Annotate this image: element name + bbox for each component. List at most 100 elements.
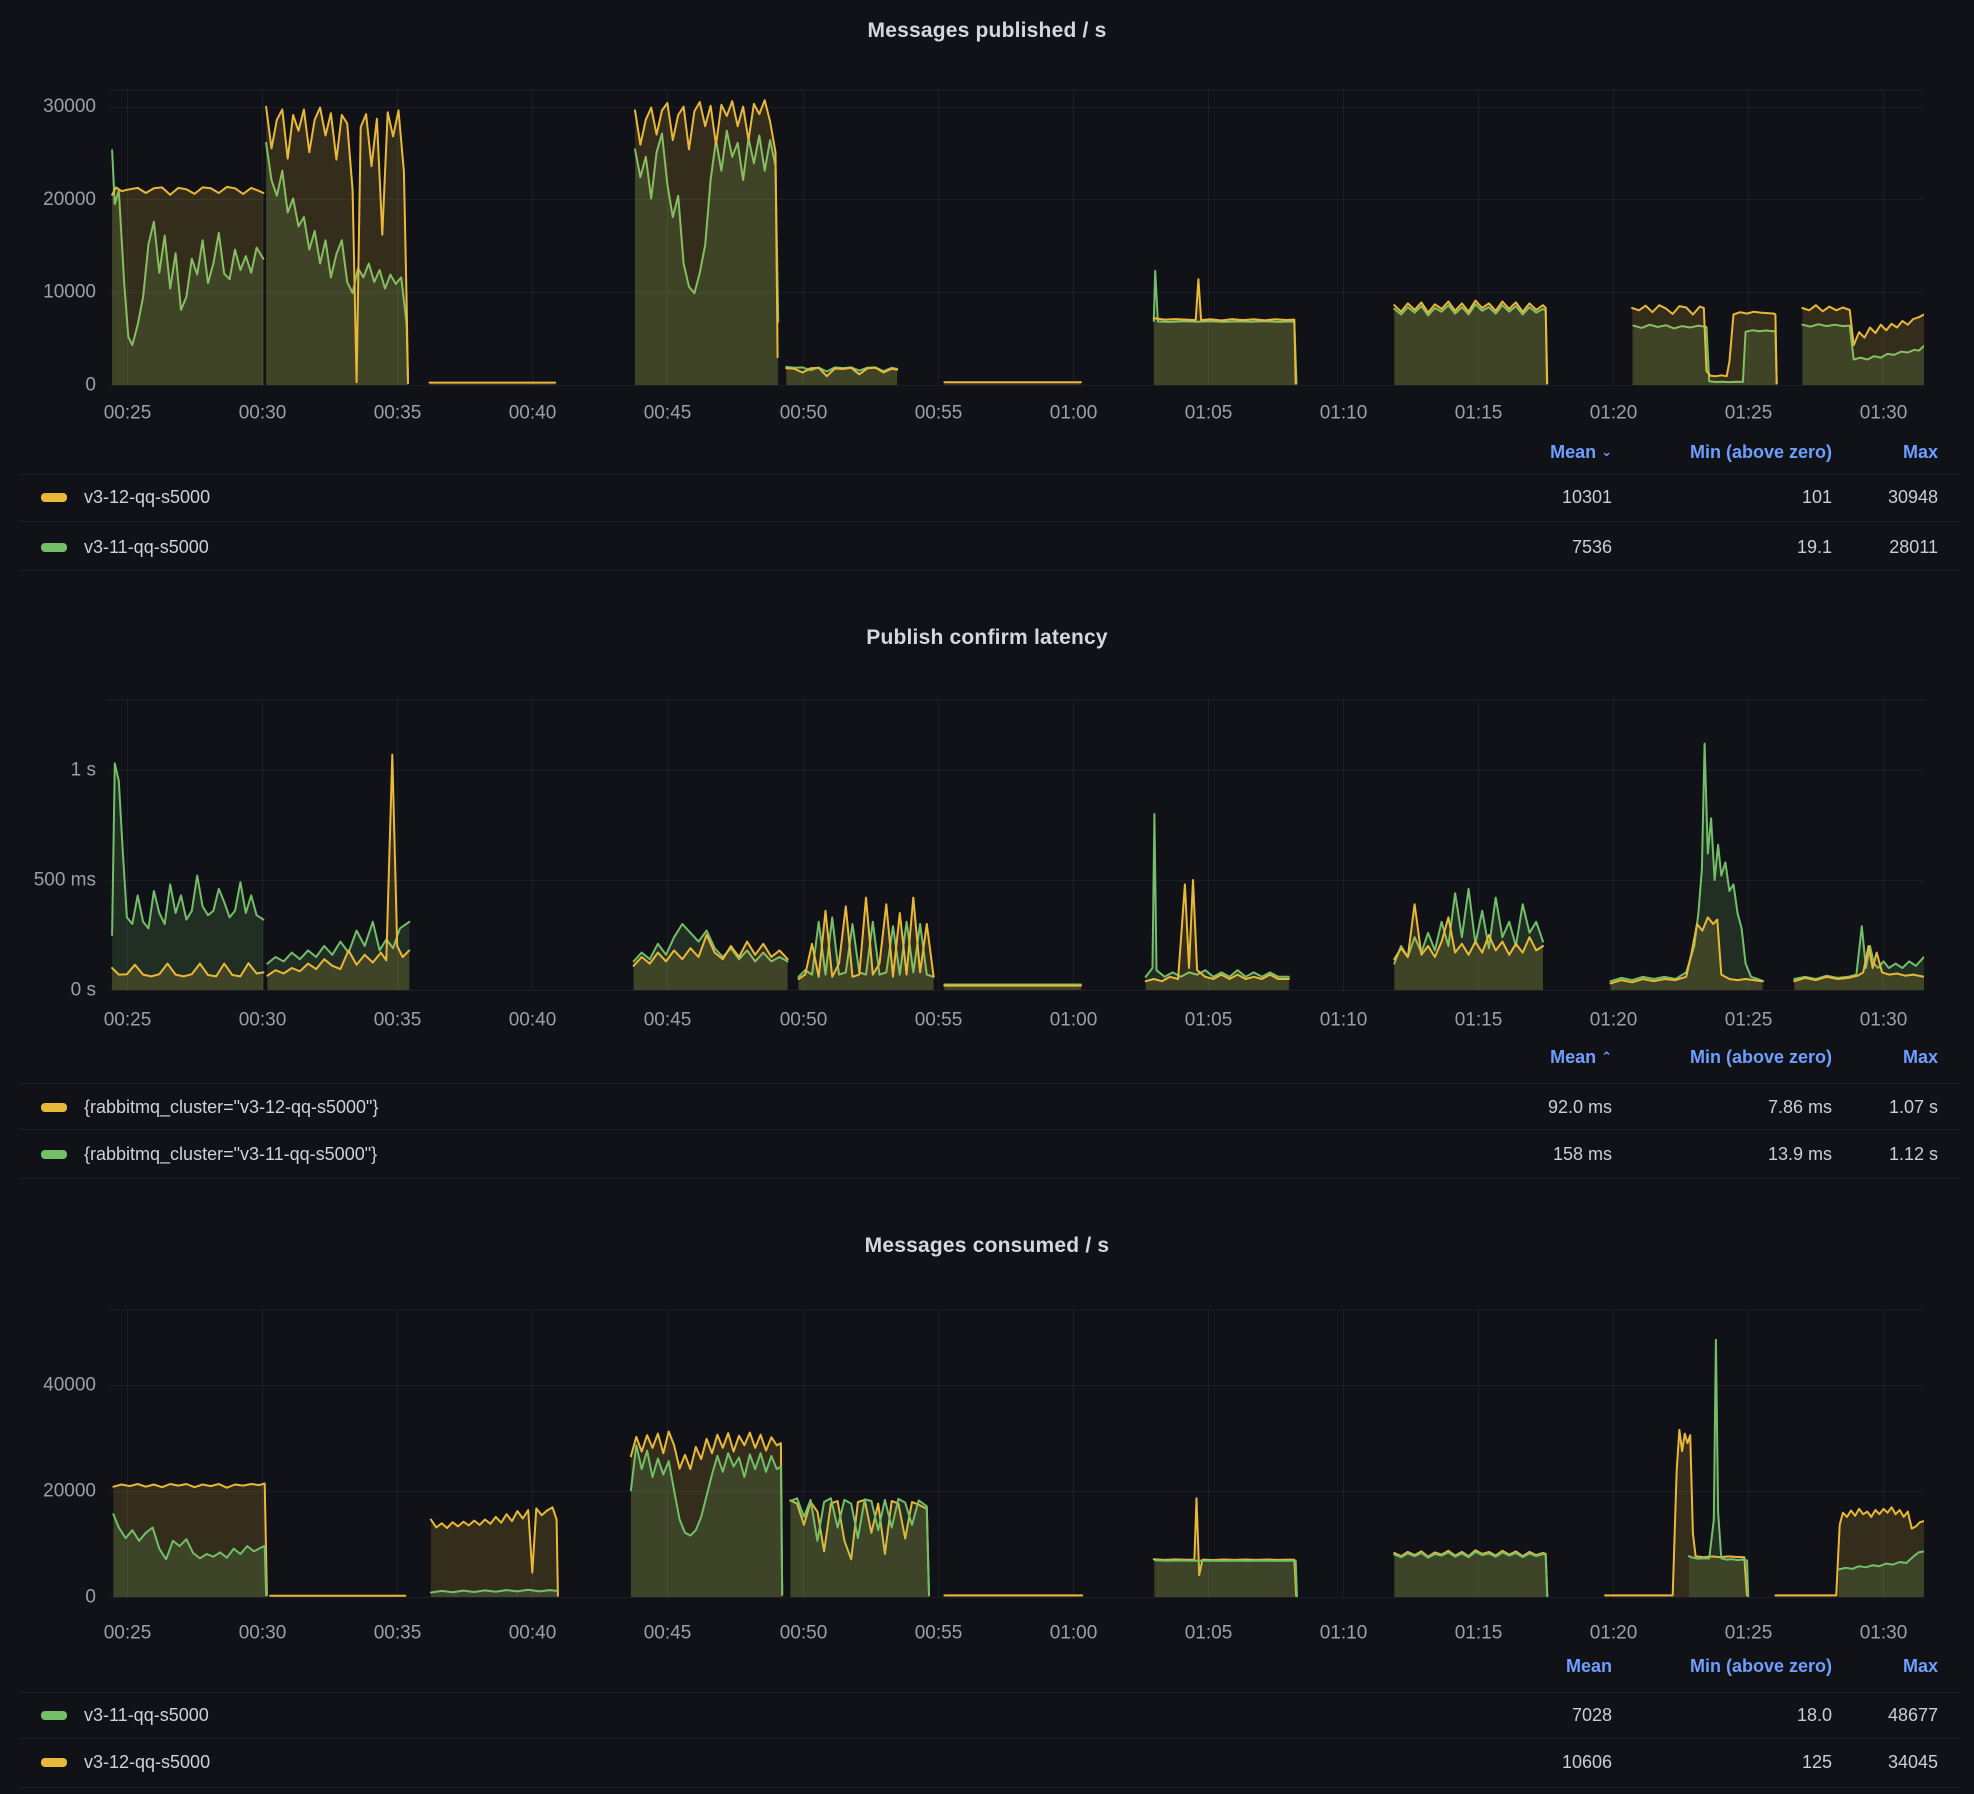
- series-line-v3-11-qq-s5000: [789, 1497, 930, 1596]
- y-tick-label: 0: [85, 1587, 96, 1608]
- panel-messages-consumed: Messages consumed / s 0 20000 40000 00:25 00:…: [0, 1190, 1974, 1794]
- x-tick-label: 01:20: [1590, 1010, 1638, 1031]
- x-tick-label: 01:10: [1320, 1623, 1368, 1644]
- series-fill-v3-12-qq-s5000: [1775, 1507, 1924, 1597]
- series-line-v3-12-qq-s5000: [112, 1482, 268, 1597]
- series-fill-v3-11-qq-s5000: [1394, 304, 1548, 385]
- x-tick-label: 00:35: [374, 1623, 422, 1644]
- legend-col-min-above-zero[interactable]: Min (above zero): [1612, 1656, 1832, 1677]
- legend-row-v3-11-qq-s5000: v3-11-qq-s5000 7028 18.0 48677: [0, 1697, 1974, 1733]
- grid: 0 s 500 ms 1 s 00:25 00:30 00:35 00:40 00:45 00:…: [34, 699, 1924, 1031]
- x-tick-label: 00:35: [374, 1010, 422, 1031]
- series-line-v3-11-qq-s5000: [429, 1588, 558, 1594]
- series-fill-v3-12-qq-s5000: [1394, 300, 1547, 385]
- series-line-v3-11-qq-s5000: [1393, 1550, 1549, 1598]
- x-tick-label: 01:25: [1725, 1010, 1773, 1031]
- chevron-down-icon: ⌄: [1601, 444, 1612, 459]
- series-fill-rabbitmq-cluster-v3-12-qq-s5000: [1610, 917, 1762, 990]
- series-fill-v3-11-qq-s5000: [1155, 1560, 1297, 1597]
- x-tick-label: 01:15: [1455, 1623, 1503, 1644]
- x-tick-label: 01:10: [1320, 403, 1368, 424]
- x-tick-label: 00:50: [780, 1623, 828, 1644]
- y-tick-label: 0: [85, 375, 96, 396]
- legend-series-name[interactable]: {rabbitmq_cluster="v3-11-qq-s5000"}: [84, 1143, 378, 1164]
- series-line-rabbitmq-cluster-v3-11-qq-s5000: [797, 916, 935, 978]
- legend-col-max[interactable]: Max: [1832, 1656, 1938, 1677]
- chart-canvas-messages-consumed[interactable]: 0 20000 40000 00:25 00:30 00:35 00:40 00:45 00:5…: [0, 1190, 1974, 1794]
- legend-series-name[interactable]: {rabbitmq_cluster="v3-12-qq-s5000"}: [84, 1096, 379, 1117]
- series-color-swatch[interactable]: [41, 1149, 67, 1159]
- series-color-swatch[interactable]: [41, 1757, 67, 1767]
- grid: 0 10000 20000 30000 00:25 00:30 00:35 00:40 00:4…: [43, 89, 1924, 424]
- series-line-rabbitmq-cluster-v3-11-qq-s5000: [1393, 887, 1544, 965]
- legend-separator: [20, 521, 1960, 522]
- legend-series-name[interactable]: v3-12-qq-s5000: [84, 1751, 211, 1772]
- legend-col-label: Max: [1902, 441, 1938, 462]
- y-tick-label: 40000: [43, 1374, 96, 1395]
- legend-value-min-above-zero: 101: [1801, 486, 1832, 507]
- x-tick-label: 01:00: [1050, 403, 1098, 424]
- x-tick-label: 01:20: [1590, 403, 1638, 424]
- series-fill-rabbitmq-cluster-v3-11-qq-s5000: [267, 921, 410, 990]
- series-line-v3-11-qq-s5000: [634, 129, 780, 323]
- x-tick-label: 00:30: [239, 1010, 287, 1031]
- series-line-v3-12-qq-s5000: [785, 366, 899, 378]
- series-fill-rabbitmq-cluster-v3-12-qq-s5000: [1794, 946, 1924, 990]
- series-color-swatch[interactable]: [41, 1710, 67, 1720]
- legend-col-label: Max: [1902, 1046, 1938, 1067]
- legend-series-name[interactable]: v3-11-qq-s5000: [84, 536, 209, 557]
- legend-col-mean[interactable]: Mean ⌃: [1462, 1047, 1612, 1068]
- legend-col-mean[interactable]: Mean: [1462, 1656, 1612, 1677]
- y-tick-label: 30000: [43, 96, 96, 117]
- series-color-swatch[interactable]: [41, 1102, 67, 1112]
- legend-col-max[interactable]: Max: [1832, 442, 1938, 463]
- legend-col-label: Mean: [1565, 1655, 1612, 1676]
- legend-col-label: Min (above zero): [1689, 441, 1832, 462]
- x-tick-label: 00:45: [644, 1010, 692, 1031]
- legend-col-min-above-zero[interactable]: Min (above zero): [1612, 1047, 1832, 1068]
- legend-series-name[interactable]: v3-11-qq-s5000: [84, 1704, 209, 1725]
- series-line-v3-12-qq-s5000: [111, 185, 265, 196]
- series-line-rabbitmq-cluster-v3-12-qq-s5000: [1609, 916, 1763, 985]
- panel-title-publish-confirm-latency[interactable]: Publish confirm latency: [866, 626, 1108, 649]
- chart-canvas-messages-published[interactable]: 0 10000 20000 30000 00:25 00:30 00:35 00:40 00:4…: [0, 0, 1974, 575]
- legend-header: Mean ⌃ Min (above zero) Max: [0, 1039, 1974, 1075]
- legend-separator: [20, 474, 1960, 475]
- series-line-rabbitmq-cluster-v3-12-qq-s5000: [1144, 879, 1290, 983]
- series-line-v3-12-qq-s5000: [1152, 278, 1297, 385]
- panel-title-messages-published[interactable]: Messages published / s: [867, 19, 1107, 42]
- legend-col-label: Mean: [1550, 441, 1597, 462]
- series-line-v3-11-qq-s5000: [1393, 303, 1549, 385]
- legend-col-label: Min (above zero): [1689, 1655, 1832, 1676]
- series-fill-v3-12-qq-s5000: [113, 1483, 267, 1597]
- series-color-swatch[interactable]: [41, 542, 67, 552]
- legend-col-label: Max: [1902, 1655, 1938, 1676]
- x-tick-label: 00:50: [780, 403, 828, 424]
- legend-separator: [20, 1178, 1960, 1179]
- legend-col-max[interactable]: Max: [1832, 1047, 1938, 1068]
- panel-title-messages-consumed[interactable]: Messages consumed / s: [864, 1234, 1110, 1257]
- series-line-v3-11-qq-s5000: [1801, 323, 1924, 361]
- legend-value-min-above-zero: 7.86 ms: [1767, 1096, 1832, 1117]
- series-line-rabbitmq-cluster-v3-12-qq-s5000: [266, 753, 411, 977]
- series-fill-v3-12-qq-s5000: [1153, 1498, 1297, 1597]
- x-tick-label: 01:05: [1185, 1623, 1233, 1644]
- legend-value-max: 1.12 s: [1888, 1143, 1938, 1164]
- series-fill-v3-11-qq-s5000: [790, 1498, 929, 1597]
- legend-value-min-above-zero: 18.0: [1796, 1704, 1832, 1725]
- series-line-v3-12-qq-s5000: [634, 99, 779, 359]
- series-line-rabbitmq-cluster-v3-11-qq-s5000: [1144, 813, 1290, 978]
- series-fill-v3-11-qq-s5000: [635, 130, 779, 385]
- legend-value-mean: 10606: [1561, 1751, 1612, 1772]
- legend-value-mean: 7536: [1571, 536, 1612, 557]
- legend-value-max: 28011: [1889, 536, 1938, 557]
- x-tick-label: 00:40: [509, 1010, 557, 1031]
- legend-row-rabbitmq-cluster-v3-11-qq-s5000: {rabbitmq_cluster="v3-11-qq-s5000"} 158 m…: [0, 1136, 1974, 1172]
- series-color-swatch[interactable]: [41, 492, 67, 502]
- series-line-v3-12-qq-s5000: [1801, 304, 1924, 347]
- legend-col-mean[interactable]: Mean ⌄: [1462, 442, 1612, 463]
- chart-canvas-publish-confirm-latency[interactable]: 0 s 500 ms 1 s 00:25 00:30 00:35 00:40 00:45 00:…: [0, 575, 1974, 1190]
- legend-series-name[interactable]: v3-12-qq-s5000: [84, 486, 211, 507]
- series-fill-rabbitmq-cluster-v3-11-qq-s5000: [1610, 743, 1764, 990]
- legend-col-min-above-zero[interactable]: Min (above zero): [1612, 442, 1832, 463]
